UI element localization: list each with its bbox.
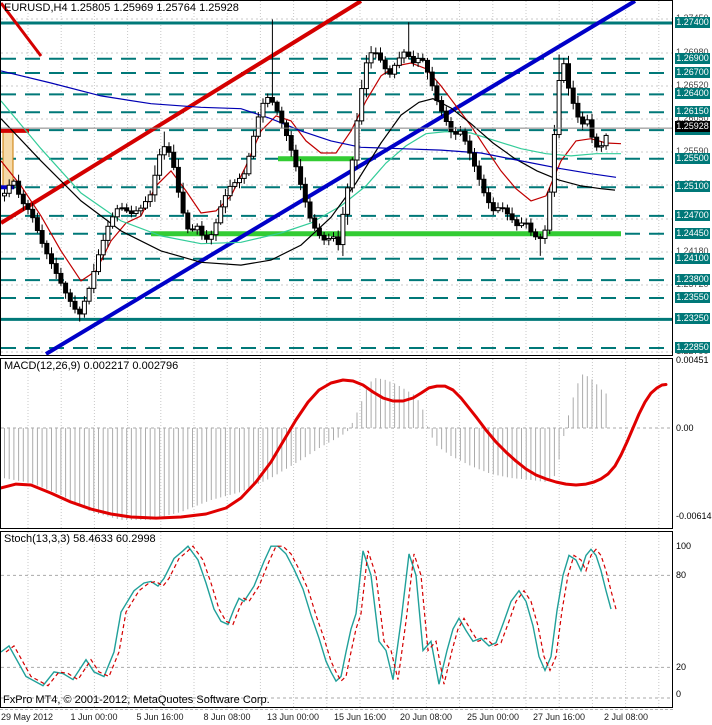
price-axis-tick: 1.26050 (676, 113, 709, 123)
price-level-label: 1.26700 (675, 67, 710, 78)
descending-red-left (1, 2, 43, 57)
price-level-label: 1.24700 (675, 210, 710, 221)
price-level-label: 1.23550 (675, 292, 710, 303)
time-axis-label: 2 Jul 08:00 (603, 712, 649, 722)
price-level-label: 1.26900 (675, 53, 710, 64)
macd-indicator-panel[interactable] (0, 358, 673, 529)
price-level-label: 1.26150 (675, 106, 710, 117)
price-chart-plot[interactable] (1, 1, 672, 355)
candlesticks (2, 19, 609, 322)
ascending-red (1, 1, 363, 225)
stochastic-signal-line (5, 545, 617, 687)
trendlines[interactable] (1, 1, 637, 355)
bid-price-label: 1.25928 (675, 121, 710, 132)
time-axis-label: 5 Jun 16:00 (136, 712, 184, 722)
price-level-label: 1.24100 (675, 253, 710, 264)
price-level-label: 1.27400 (675, 17, 710, 28)
price-level-label: 1.25100 (675, 181, 710, 192)
price-axis-tick: 1.25590 (676, 146, 709, 156)
time-axis-label: 8 Jun 08:00 (203, 712, 251, 722)
price-level-label: 1.25500 (675, 153, 710, 164)
macd-histogram (4, 374, 607, 520)
ma-fast-red (1, 62, 622, 282)
macd-axis-tick: 0.00451 (676, 355, 709, 365)
stochastic-main-line (1, 545, 612, 687)
price-axis-tick: 1.26520 (676, 80, 709, 90)
stochastic-axis-tick: 0 (676, 689, 682, 699)
time-axis-label: 1 Jun 00:00 (70, 712, 118, 722)
macd-signal-line (1, 378, 668, 520)
macd-axis-tick: 0.00 (676, 423, 694, 433)
price-axis-tick: 1.26980 (676, 47, 709, 57)
stochastic-axis-tick: 20 (676, 662, 687, 672)
time-axis-label: 15 Jun 16:00 (333, 712, 387, 722)
ascending-blue (44, 1, 637, 355)
price-scale[interactable]: 1.274501.269801.265201.260501.255901.251… (674, 0, 712, 708)
price-axis-tick: 1.24180 (676, 246, 709, 256)
price-level-label: 1.23250 (675, 313, 710, 324)
macd-plot[interactable] (1, 359, 672, 528)
time-axis-label: 13 Jun 00:00 (266, 712, 320, 722)
panel-separator[interactable] (0, 528, 712, 531)
platform-copyright: FxPro MT4, © 2001-2012, MetaQuotes Softw… (3, 694, 270, 706)
price-level-label: 1.26400 (675, 88, 710, 99)
stochastic-axis-tick: 80 (676, 570, 687, 580)
ma-medium-green (1, 100, 621, 245)
time-axis-label: 29 May 2012 (0, 712, 54, 722)
ma-slow-black (1, 98, 616, 266)
stochastic-plot[interactable] (1, 532, 672, 707)
macd-axis-tick: -0.00614 (676, 511, 712, 521)
price-level-label: 1.23800 (675, 274, 710, 285)
price-level-label: 1.22850 (675, 342, 710, 353)
time-axis-line (0, 709, 673, 710)
main-price-panel[interactable] (0, 0, 673, 356)
time-axis-label: 27 Jun 16:00 (532, 712, 586, 722)
panel-separator[interactable] (0, 355, 712, 358)
price-level-label: 1.24450 (675, 228, 710, 239)
support-resistance-lines[interactable] (1, 21, 672, 350)
stochastic-indicator-panel[interactable] (0, 531, 673, 708)
time-axis-label: 20 Jun 08:00 (399, 712, 453, 722)
ma-slowest-blue (1, 70, 617, 178)
stochastic-axis-tick: 100 (676, 541, 692, 551)
time-scale[interactable]: 29 May 2012 1 Jun 00:00 5 Jun 16:00 8 Jun 0… (0, 709, 712, 725)
moving-averages (1, 62, 622, 282)
time-axis-label: 25 Jun 00:00 (466, 712, 520, 722)
